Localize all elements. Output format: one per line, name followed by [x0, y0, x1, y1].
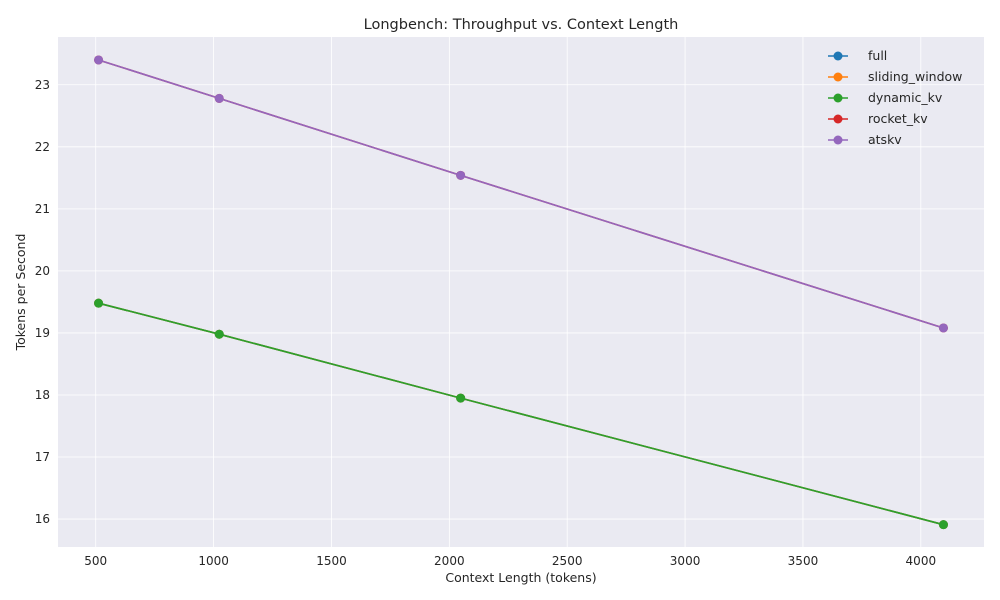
- series-line: [98, 59, 944, 329]
- legend: full sliding_window dynamic_kv rocket_kvats…: [828, 48, 962, 147]
- legend-marker: [833, 114, 843, 124]
- y-tick-label: 20: [35, 264, 50, 278]
- x-tick-label: 1000: [198, 554, 229, 568]
- y-tick-label: 21: [35, 202, 50, 216]
- y-tick-label: 16: [35, 512, 50, 526]
- series-atskv: [94, 55, 948, 333]
- legend-marker: [833, 72, 843, 82]
- data-point: [214, 93, 224, 103]
- legend-marker: [833, 51, 843, 61]
- legend-marker: [833, 135, 843, 145]
- data-point: [94, 55, 104, 65]
- legend-item: sliding_window: [828, 69, 962, 84]
- plot-area: [58, 37, 984, 547]
- data-point: [456, 393, 466, 403]
- x-tick-label: 2000: [434, 554, 465, 568]
- x-tick-label: 3000: [670, 554, 701, 568]
- x-axis-ticks: 500 1000 1500 2000 2500 3000 3500 4000: [84, 554, 936, 568]
- data-point: [938, 323, 948, 333]
- y-axis-label: Tokens per Second: [13, 234, 28, 352]
- series-line: [98, 302, 944, 526]
- chart-title: Longbench: Throughput vs. Context Length: [364, 17, 679, 33]
- y-tick-label: 17: [35, 450, 50, 464]
- legend-marker: [833, 93, 843, 103]
- legend-label: rocket_kv: [868, 111, 928, 126]
- x-tick-label: 4000: [906, 554, 937, 568]
- x-tick-label: 1500: [316, 554, 347, 568]
- legend-label: sliding_window: [868, 69, 962, 84]
- x-tick-label: 3500: [788, 554, 819, 568]
- series-group: [94, 55, 948, 530]
- y-tick-label: 18: [35, 388, 50, 402]
- y-tick-label: 23: [35, 78, 50, 92]
- legend-label: dynamic_kv: [868, 90, 943, 105]
- y-axis-ticks: 16 17 18 19 20 21 22 23: [35, 78, 50, 526]
- x-tick-label: 2500: [552, 554, 583, 568]
- data-point: [938, 520, 948, 530]
- series-dynamic-kv: [94, 298, 948, 530]
- legend-label: full: [868, 48, 887, 63]
- legend-item: rocket_kv: [828, 111, 928, 126]
- legend-item: atskv: [828, 132, 902, 147]
- y-tick-label: 19: [35, 326, 50, 340]
- legend-item: dynamic_kv: [828, 90, 943, 105]
- data-point: [94, 298, 104, 308]
- data-point: [456, 170, 466, 180]
- data-point: [214, 329, 224, 339]
- x-axis-label: Context Length (tokens): [445, 570, 596, 585]
- legend-label: atskv: [868, 132, 902, 147]
- legend-item: full: [828, 48, 887, 63]
- x-tick-label: 500: [84, 554, 107, 568]
- y-tick-label: 22: [35, 140, 50, 154]
